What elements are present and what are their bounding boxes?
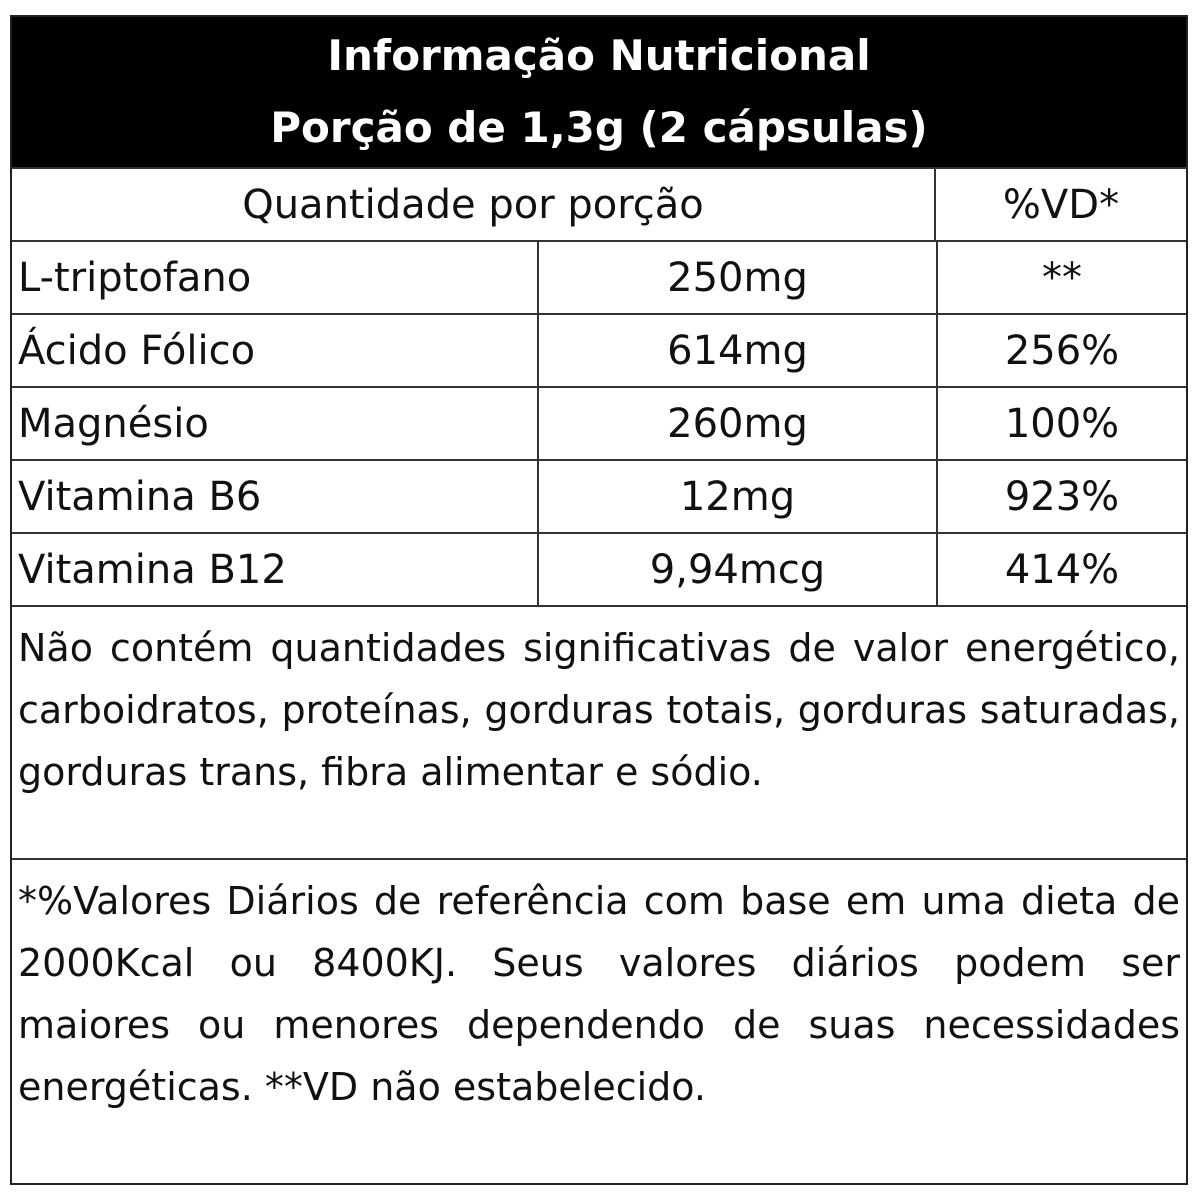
- table-row: Ácido Fólico 614mg 256%: [12, 313, 1186, 386]
- column-label: Quantidade por porção: [242, 181, 704, 228]
- table-row: Magnésio 260mg 100%: [12, 386, 1186, 459]
- nutrient: Ácido Fólico: [18, 327, 256, 374]
- header: Informação Nutricional Porção de 1,3g (2…: [12, 17, 1186, 167]
- serving: Porção de 1,3g (2 cápsulas): [270, 103, 928, 152]
- column-label: %VD*: [934, 169, 1186, 240]
- rows: L-triptofano 250mg ** Ácido Fólico 614mg 256%…: [12, 240, 1186, 605]
- table-row: Vitamina B6 12mg 923%: [12, 459, 1186, 532]
- nutrient: Vitamina B12: [18, 546, 287, 593]
- daily-value: 414%: [936, 534, 1186, 605]
- amount: 12mg: [537, 461, 936, 532]
- column-header: Quantidade por porção %VD*: [12, 167, 1186, 240]
- amount: 9,94mcg: [537, 534, 936, 605]
- table-row: L-triptofano 250mg **: [12, 240, 1186, 313]
- title: Informação Nutricional: [327, 31, 871, 80]
- note: Não contém quantidades significativas de…: [12, 605, 1186, 858]
- nutrition-label: Informação Nutricional Porção de 1,3g (2…: [10, 15, 1188, 1185]
- nutrient: Vitamina B6: [18, 473, 262, 520]
- nutrient: Magnésio: [18, 400, 209, 447]
- daily-value: 923%: [936, 461, 1186, 532]
- daily-value: **: [936, 242, 1186, 313]
- amount: 614mg: [537, 315, 936, 386]
- footnote: *%Valores Diários de referência com base…: [12, 858, 1186, 1183]
- daily-value: 256%: [936, 315, 1186, 386]
- amount: 260mg: [537, 388, 936, 459]
- nutrient: L-triptofano: [18, 254, 252, 301]
- table-row: Vitamina B12 9,94mcg 414%: [12, 532, 1186, 605]
- amount: 250mg: [537, 242, 936, 313]
- daily-value: 100%: [936, 388, 1186, 459]
